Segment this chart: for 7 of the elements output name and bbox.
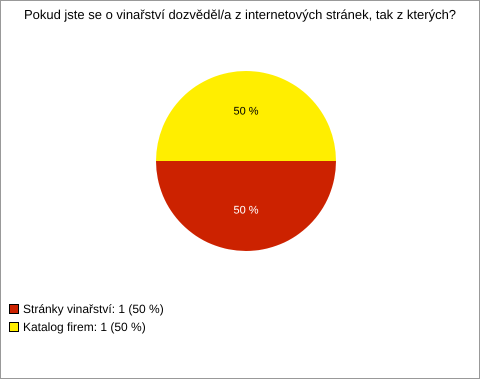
- data-label: 50 %: [233, 204, 259, 216]
- data-label: 50 %: [233, 106, 259, 118]
- pie-slice: [156, 161, 336, 251]
- pie-slice: [156, 71, 336, 161]
- legend-label: Katalog firem: 1 (50 %): [23, 320, 146, 334]
- chart-title: Pokud jste se o vinařství dozvěděl/a z internetových stránek, tak z kterých?: [22, 6, 458, 22]
- legend-label: Stránky vinařství: 1 (50 %): [23, 302, 164, 316]
